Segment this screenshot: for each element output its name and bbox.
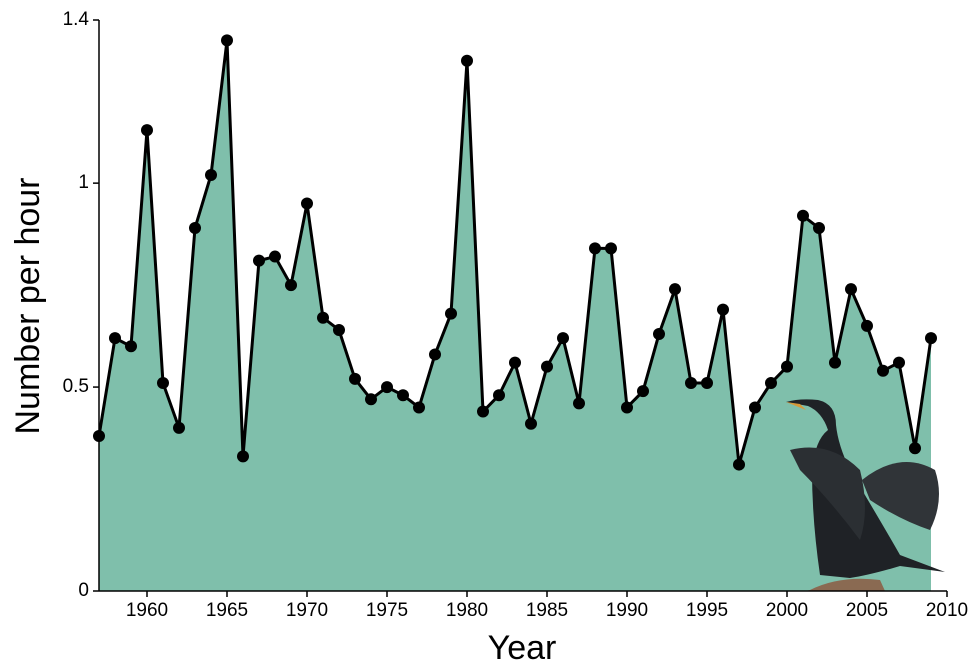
- point: [445, 307, 457, 320]
- point: [269, 250, 281, 263]
- x-tick-label: 2005: [846, 600, 888, 621]
- x-tick-label: 1965: [206, 600, 248, 621]
- point: [525, 417, 537, 430]
- point: [733, 458, 745, 471]
- point: [397, 389, 409, 402]
- point: [621, 401, 633, 414]
- x-tick-label: 1960: [126, 600, 168, 621]
- point: [813, 222, 825, 235]
- point: [301, 197, 313, 210]
- point: [365, 393, 377, 406]
- y-tick-label: 0.5: [63, 376, 89, 397]
- point: [381, 381, 393, 394]
- x-axis-label: Year: [488, 629, 557, 667]
- point: [125, 340, 137, 353]
- point: [877, 364, 889, 377]
- point: [893, 356, 905, 369]
- point: [189, 222, 201, 235]
- point: [557, 332, 569, 345]
- x-tick-label: 1975: [366, 600, 408, 621]
- y-tick-label: 0: [78, 580, 89, 601]
- cormorant-photo: [786, 399, 945, 591]
- point: [845, 283, 857, 296]
- point: [141, 124, 153, 137]
- point: [861, 319, 873, 332]
- y-axis-label: Number per hour: [9, 177, 47, 434]
- point: [493, 389, 505, 402]
- x-tick-label: 1990: [606, 600, 648, 621]
- point: [685, 376, 697, 389]
- point: [157, 376, 169, 389]
- point: [701, 376, 713, 389]
- point: [413, 401, 425, 414]
- point: [285, 279, 297, 292]
- point: [333, 323, 345, 336]
- x-tick-label: 2010: [926, 600, 968, 621]
- area: [99, 40, 931, 591]
- point: [509, 356, 521, 369]
- point: [589, 242, 601, 255]
- point: [349, 372, 361, 385]
- point: [717, 303, 729, 316]
- point: [253, 254, 265, 267]
- point: [909, 442, 921, 455]
- point: [669, 283, 681, 296]
- point: [109, 332, 121, 345]
- x-tick-label: 1995: [686, 600, 728, 621]
- point: [797, 209, 809, 222]
- x-tick-label: 1985: [526, 600, 568, 621]
- x-tick-label: 1980: [446, 600, 488, 621]
- point: [221, 34, 233, 47]
- point: [605, 242, 617, 255]
- point: [637, 385, 649, 398]
- point: [653, 328, 665, 341]
- y-tick-label: 1: [78, 172, 89, 193]
- y-tick-label: 1.4: [63, 9, 90, 30]
- point: [477, 405, 489, 418]
- x-tick-label: 1970: [286, 600, 328, 621]
- point: [765, 376, 777, 389]
- point: [205, 168, 217, 181]
- point: [829, 356, 841, 369]
- point: [173, 421, 185, 434]
- point: [573, 397, 585, 410]
- point: [429, 348, 441, 361]
- point: [317, 311, 329, 324]
- point: [461, 54, 473, 67]
- x-tick-label: 2000: [766, 600, 808, 621]
- point: [781, 360, 793, 373]
- point: [237, 450, 249, 463]
- point: [749, 401, 761, 414]
- point: [541, 360, 553, 373]
- point: [925, 332, 937, 345]
